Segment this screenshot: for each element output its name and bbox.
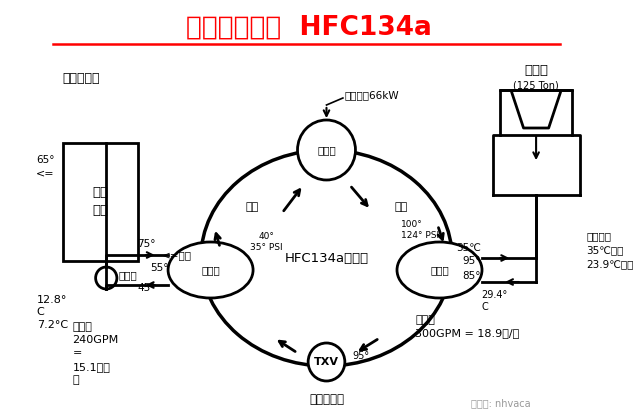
Text: 微信号: nhvaca: 微信号: nhvaca	[472, 398, 531, 408]
Text: 95°: 95°	[353, 351, 370, 361]
Text: 95°: 95°	[463, 256, 481, 266]
Text: 85°: 85°	[463, 271, 481, 281]
Text: 12.8°
C
7.2°C: 12.8° C 7.2°C	[36, 295, 68, 330]
Text: 蒸发器: 蒸发器	[201, 265, 220, 275]
Text: 40°
35° PSI: 40° 35° PSI	[250, 232, 283, 252]
Text: 冷凝器: 冷凝器	[430, 265, 449, 275]
Text: 300GPM = 18.9升/秒: 300GPM = 18.9升/秒	[415, 328, 520, 338]
Circle shape	[308, 343, 345, 381]
Text: 65°: 65°	[36, 155, 54, 165]
Text: 75°: 75°	[138, 239, 156, 249]
Text: <=: <=	[36, 168, 54, 178]
Text: 冷却塔: 冷却塔	[524, 64, 548, 77]
Text: 风机
盘管: 风机 盘管	[92, 186, 108, 218]
Text: 35℃: 35℃	[456, 243, 481, 253]
FancyBboxPatch shape	[63, 143, 138, 261]
Text: 基本空调循环  HFC134a: 基本空调循环 HFC134a	[186, 15, 432, 41]
Text: 三通阀: 三通阀	[119, 270, 138, 280]
Text: 室外空气
35℃干球
23.9℃湿球: 室外空气 35℃干球 23.9℃湿球	[586, 231, 634, 269]
Text: TXV: TXV	[314, 357, 339, 367]
Circle shape	[298, 120, 355, 180]
Ellipse shape	[397, 242, 482, 298]
Text: 100°
124° PSI: 100° 124° PSI	[401, 220, 439, 240]
Text: <=空气: <=空气	[163, 250, 192, 260]
Ellipse shape	[168, 242, 253, 298]
Circle shape	[95, 267, 117, 289]
Text: 冷冻水
240GPM
=
15.1升每
秒: 冷冻水 240GPM = 15.1升每 秒	[72, 322, 118, 385]
Text: 空气处理器: 空气处理器	[63, 72, 100, 84]
Text: 29.4°
C: 29.4° C	[481, 290, 508, 312]
Text: 热力膨胀阀: 热力膨胀阀	[309, 393, 344, 406]
Text: 45°: 45°	[138, 283, 156, 293]
Text: (125 Ton): (125 Ton)	[513, 80, 559, 90]
Text: HFC134a制冷剂: HFC134a制冷剂	[284, 252, 369, 265]
Text: 吸气: 吸气	[246, 202, 259, 212]
Text: 输入功率66kW: 输入功率66kW	[345, 90, 399, 100]
Text: 冷却水: 冷却水	[415, 315, 435, 325]
Text: 排气: 排气	[394, 202, 407, 212]
Text: 55°: 55°	[150, 263, 168, 273]
Text: 压缩机: 压缩机	[317, 145, 336, 155]
